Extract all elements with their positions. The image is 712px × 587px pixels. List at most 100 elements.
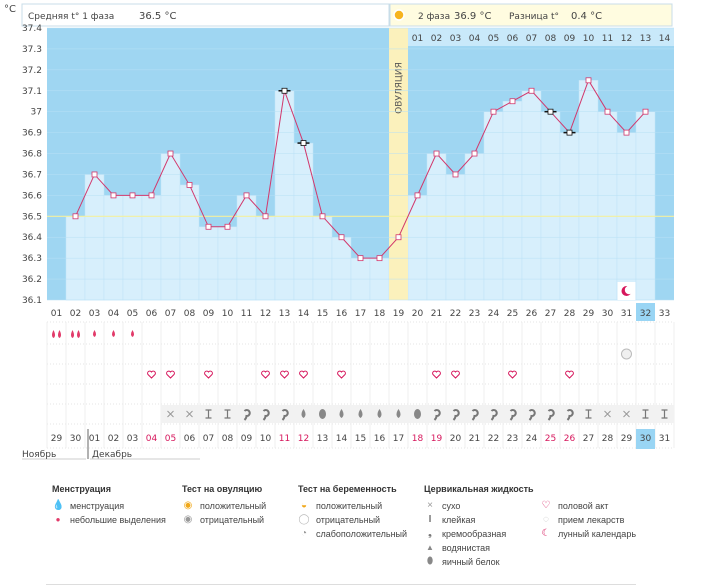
sticky-icon: I bbox=[428, 514, 432, 525]
temp-bar bbox=[122, 195, 143, 301]
temperature-point bbox=[319, 213, 326, 220]
highlight-date bbox=[636, 429, 655, 449]
weekend-date-label: 05 bbox=[165, 434, 176, 444]
creamy-icon bbox=[433, 409, 441, 421]
cycle-day-label: 11 bbox=[241, 309, 252, 319]
creamy-icon bbox=[490, 409, 498, 421]
temp-bar bbox=[331, 236, 352, 301]
menstruation-drop-icon bbox=[71, 330, 74, 338]
temperature-point bbox=[395, 234, 402, 241]
cycle-day-label: 25 bbox=[507, 309, 518, 319]
dry-icon bbox=[604, 410, 611, 418]
temperature-point bbox=[186, 182, 193, 188]
legend-ovulation-test-title: Тест на овуляцию bbox=[182, 484, 263, 494]
calendar-date-label: 01 bbox=[89, 434, 100, 444]
calendar-date-label: 30 bbox=[70, 434, 82, 444]
cycle-day-label: 10 bbox=[222, 309, 234, 319]
sticky-icon bbox=[642, 409, 649, 419]
heart-icon bbox=[204, 370, 213, 379]
phase2-day-label: 11 bbox=[602, 34, 613, 44]
calendar-date-label: 09 bbox=[241, 434, 253, 444]
legend-pregnancy-test-title: Тест на беременность bbox=[298, 484, 397, 494]
calendar-date-label: 20 bbox=[450, 434, 462, 444]
cycle-day-label: 24 bbox=[488, 309, 500, 319]
calendar-date-label: 28 bbox=[602, 434, 614, 444]
spotting-drop-icon bbox=[131, 330, 134, 337]
cycle-day-label: 22 bbox=[450, 309, 461, 319]
temp-bar bbox=[540, 111, 561, 301]
pregnancy-negative-icon bbox=[621, 348, 632, 360]
cycle-day-label: 15 bbox=[317, 309, 328, 319]
cycle-day-label: 30 bbox=[602, 309, 614, 319]
phase2-day-label: 07 bbox=[526, 34, 537, 44]
heart-icon bbox=[337, 370, 346, 379]
temperature-point bbox=[205, 223, 212, 230]
egg-white-icon bbox=[414, 409, 421, 419]
phase2-day-label: 14 bbox=[659, 34, 671, 44]
highlight-cycle-day bbox=[636, 303, 655, 321]
spotting-drop-icon bbox=[112, 330, 115, 337]
calendar-date-label: 07 bbox=[203, 434, 214, 444]
phase1-box bbox=[21, 3, 390, 27]
calendar-date-label: 16 bbox=[374, 434, 386, 444]
creamy-icon bbox=[452, 409, 460, 421]
phase2-day-label: 01 bbox=[412, 34, 423, 44]
y-tick-label: 36.3 bbox=[22, 254, 42, 264]
cycle-day-label: 13 bbox=[279, 309, 290, 319]
temperature-point bbox=[224, 223, 231, 230]
heart-icon bbox=[432, 370, 441, 379]
phase1-value: 36.5 °C bbox=[139, 11, 176, 22]
dry-icon bbox=[167, 410, 174, 418]
spotting-drop-icon bbox=[93, 330, 96, 337]
calendar-date-label: 24 bbox=[526, 434, 538, 444]
temperature-point bbox=[91, 171, 98, 178]
cycle-day-label: 07 bbox=[165, 309, 176, 319]
dry-icon: × bbox=[427, 500, 433, 511]
temp-bar bbox=[635, 111, 656, 301]
temperature-point bbox=[528, 87, 535, 94]
sticky-icon bbox=[661, 409, 668, 419]
legend-pregnancy-positive: положительный bbox=[316, 501, 383, 511]
cycle-day-label: 09 bbox=[203, 309, 215, 319]
temperature-point bbox=[471, 150, 478, 157]
phase2-value: 36.9 °C bbox=[454, 11, 491, 22]
cycle-day-label: 18 bbox=[374, 309, 386, 319]
month-label: Ноябрь bbox=[22, 450, 56, 460]
heart-icon bbox=[451, 370, 460, 379]
ovulation-negative-icon: ◉ bbox=[183, 514, 193, 525]
legend-menstruation-item: менструация bbox=[70, 501, 125, 511]
calendar-date-label: 30 bbox=[640, 434, 652, 444]
temperature-point bbox=[414, 192, 421, 199]
weekend-date-label: 04 bbox=[146, 434, 158, 444]
cycle-day-label: 04 bbox=[108, 309, 120, 319]
diff-value: 0.4 °C bbox=[571, 11, 602, 22]
unit-label: °C bbox=[4, 4, 16, 15]
sun-icon bbox=[393, 9, 405, 21]
y-tick-label: 36.5 bbox=[22, 212, 42, 222]
legend-egg-white: яичный белок bbox=[442, 557, 500, 567]
calendar-date-label: 27 bbox=[583, 434, 594, 444]
y-tick-label: 36.9 bbox=[22, 129, 42, 139]
phase2-day-label: 10 bbox=[583, 34, 595, 44]
y-tick-label: 37.4 bbox=[22, 24, 42, 34]
y-tick-label: 36.2 bbox=[22, 275, 42, 285]
menstruation-drop-icon bbox=[58, 330, 61, 338]
temp-bar bbox=[293, 142, 314, 301]
cycle-day-label: 27 bbox=[545, 309, 556, 319]
cycle-day-label: 19 bbox=[393, 309, 405, 319]
heart-icon bbox=[147, 370, 156, 379]
phase2-day-label: 02 bbox=[431, 34, 442, 44]
temp-bar bbox=[483, 111, 504, 301]
ovulation-column bbox=[389, 28, 408, 300]
legend-medication: прием лекарств bbox=[558, 515, 625, 525]
calendar-date-label: 22 bbox=[488, 434, 499, 444]
y-tick-label: 37.1 bbox=[22, 87, 42, 97]
temp-bar bbox=[103, 195, 124, 301]
moon-icon: ☾ bbox=[541, 528, 551, 539]
spotting-drop-icon: ● bbox=[55, 515, 61, 524]
creamy-icon bbox=[547, 409, 555, 421]
menstruation-drop-icon bbox=[52, 330, 55, 338]
calendar-date-label: 14 bbox=[336, 434, 348, 444]
creamy-icon bbox=[509, 409, 517, 421]
